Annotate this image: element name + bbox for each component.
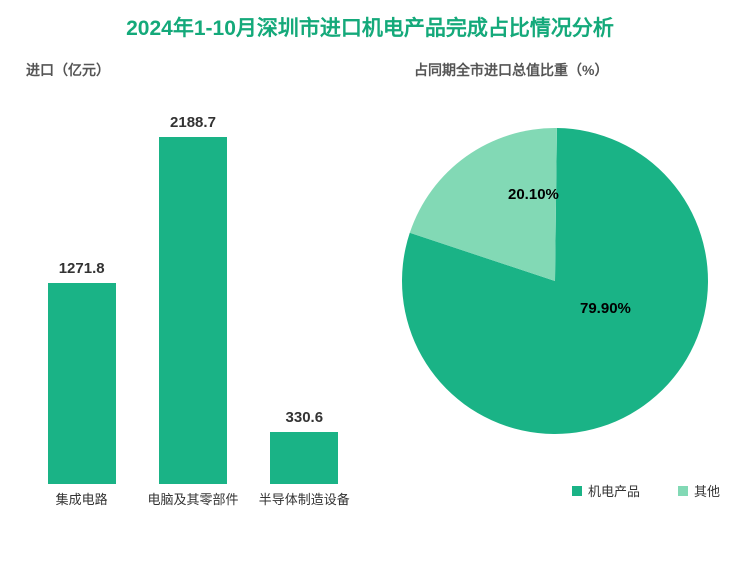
pie-label-other: 20.10% xyxy=(508,186,559,203)
legend-swatch-0 xyxy=(572,486,582,496)
bar-xlabel-1: 电脑及其零部件 xyxy=(143,489,243,508)
legend-item-0: 机电产品 xyxy=(572,481,640,500)
legend-text-1: 其他 xyxy=(694,481,720,500)
legend-text-0: 机电产品 xyxy=(588,481,640,500)
bar-value-0: 1271.8 xyxy=(59,260,105,277)
bar-0: 1271.8 xyxy=(38,260,126,484)
bar-rect-0 xyxy=(48,283,116,484)
bar-1: 2188.7 xyxy=(149,114,237,484)
bar-2: 330.6 xyxy=(260,409,348,484)
bar-plot-area: 1271.8 2188.7 330.6 集成电路电脑及其零部件半导体制造设备 xyxy=(26,88,370,508)
bar-value-2: 330.6 xyxy=(286,409,324,426)
bar-xlabel-2: 半导体制造设备 xyxy=(254,489,354,508)
legend-item-1: 其他 xyxy=(678,481,720,500)
bar-value-1: 2188.7 xyxy=(170,114,216,131)
bar-rect-1 xyxy=(159,137,227,484)
charts-row: 进口（亿元） 1271.8 2188.7 330.6 集成电路电脑及其零部件半导体制… xyxy=(0,60,740,508)
bar-chart-panel: 进口（亿元） 1271.8 2188.7 330.6 集成电路电脑及其零部件半导体制… xyxy=(0,60,370,508)
pie-legend: 机电产品 其他 xyxy=(572,481,720,500)
main-title: 2024年1-10月深圳市进口机电产品完成占比情况分析 xyxy=(0,0,740,42)
pie-label-main: 79.90% xyxy=(580,300,631,317)
pie-svg xyxy=(402,128,708,434)
legend-swatch-1 xyxy=(678,486,688,496)
bar-xlabel-0: 集成电路 xyxy=(32,489,132,508)
bar-subtitle: 进口（亿元） xyxy=(26,60,370,80)
pie-subtitle: 占同期全市进口总值比重（%） xyxy=(370,60,740,80)
pie-plot-area: 79.90% 20.10% 机电产品 其他 xyxy=(370,80,740,500)
bar-rect-2 xyxy=(270,432,338,484)
pie-chart-panel: 占同期全市进口总值比重（%） 79.90% 20.10% 机电产品 其他 xyxy=(370,60,740,508)
